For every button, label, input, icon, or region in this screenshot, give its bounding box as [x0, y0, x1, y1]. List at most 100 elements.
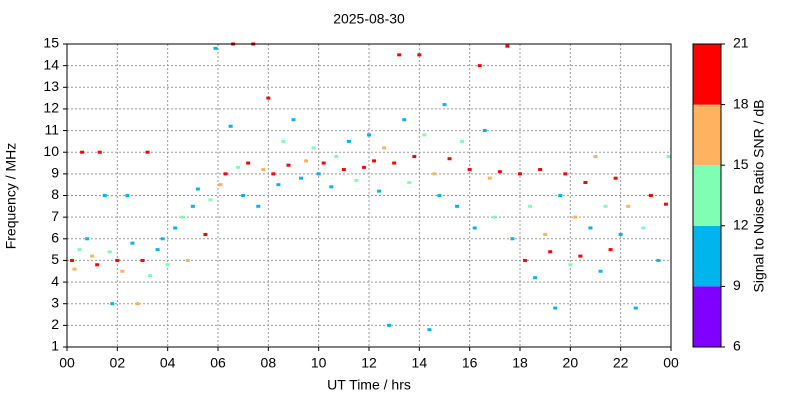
- data-point: [115, 258, 120, 262]
- data-point: [578, 254, 583, 258]
- data-point: [387, 323, 392, 327]
- data-point: [422, 133, 427, 137]
- data-point: [666, 155, 671, 159]
- data-point: [558, 194, 563, 197]
- data-point: [97, 150, 102, 154]
- data-point: [505, 44, 510, 48]
- x-axis-label: UT Time / hrs: [327, 377, 411, 393]
- data-point: [538, 168, 543, 172]
- data-point: [523, 258, 528, 262]
- data-point: [613, 176, 618, 180]
- data-point: [412, 155, 417, 159]
- y-tick-label: 3: [51, 294, 59, 310]
- x-tick-label: 22: [613, 355, 629, 371]
- data-point: [455, 204, 460, 208]
- x-tick-label: 12: [361, 355, 377, 371]
- data-point: [533, 276, 538, 280]
- y-tick-label: 4: [51, 273, 59, 289]
- y-tick-label: 1: [51, 338, 59, 354]
- data-point: [588, 226, 593, 230]
- y-tick-label: 10: [43, 143, 59, 159]
- data-point: [482, 129, 487, 133]
- y-axis-label: Frequency / MHz: [3, 143, 19, 250]
- data-point: [377, 189, 382, 193]
- colorbar-segment: [693, 225, 721, 287]
- data-point: [372, 159, 377, 163]
- x-tick-label: 20: [563, 355, 579, 371]
- data-point: [487, 176, 492, 180]
- y-tick-label: 9: [51, 165, 59, 181]
- data-point: [316, 172, 321, 176]
- data-point: [213, 46, 218, 50]
- data-point: [472, 226, 477, 230]
- data-point: [553, 306, 558, 310]
- data-point: [236, 165, 241, 169]
- x-tick-label: 16: [462, 355, 478, 371]
- data-point: [130, 241, 135, 245]
- data-point: [648, 194, 653, 197]
- data-point: [543, 232, 548, 236]
- colorbar-segment: [693, 104, 721, 166]
- data-point: [145, 150, 150, 154]
- data-point: [107, 250, 112, 254]
- data-point: [281, 139, 286, 143]
- data-point: [286, 163, 291, 167]
- colorbar-frame: [692, 43, 722, 348]
- data-point: [548, 250, 553, 254]
- data-point: [180, 215, 185, 219]
- data-point: [563, 172, 568, 176]
- data-point: [261, 168, 266, 172]
- data-point: [397, 53, 402, 57]
- data-point: [583, 181, 588, 185]
- data-point: [427, 328, 432, 332]
- data-point: [432, 172, 437, 176]
- x-tick-label: 18: [512, 355, 528, 371]
- data-point: [223, 172, 228, 176]
- data-point: [367, 133, 371, 137]
- data-point: [663, 202, 668, 206]
- data-point: [329, 185, 334, 189]
- colorbar-tick-label: 21: [733, 35, 749, 51]
- y-tick-label: 15: [43, 35, 59, 51]
- data-point: [85, 237, 90, 241]
- data-point: [618, 232, 623, 236]
- colorbar-label: Signal to Noise Ratio SNR / dB: [751, 100, 767, 293]
- y-tick-label: 11: [44, 121, 59, 137]
- colorbar-segment: [693, 165, 721, 226]
- data-point: [467, 168, 472, 172]
- data-point: [291, 118, 296, 122]
- colorbar-tick-label: 6: [733, 338, 741, 354]
- data-point: [382, 146, 387, 150]
- data-point: [72, 267, 77, 271]
- x-tick-label: 00: [59, 355, 75, 371]
- data-point: [608, 248, 613, 252]
- data-point: [266, 96, 271, 100]
- data-point: [135, 302, 140, 306]
- data-point: [477, 64, 482, 68]
- colorbar-segment: [693, 286, 721, 347]
- data-point: [140, 258, 145, 262]
- x-tick-label: 02: [110, 355, 126, 371]
- data-point: [276, 183, 281, 187]
- data-point: [528, 204, 533, 208]
- data-point: [510, 237, 515, 241]
- data-point: [633, 306, 638, 310]
- y-tick-label: 14: [43, 56, 59, 72]
- data-point: [442, 103, 447, 107]
- data-point: [120, 269, 125, 273]
- y-tick-label: 13: [43, 78, 59, 94]
- data-point: [173, 226, 178, 230]
- data-point: [641, 226, 646, 230]
- data-point: [417, 53, 422, 57]
- colorbar-tick-label: 12: [733, 217, 749, 233]
- colorbar-segment: [693, 44, 721, 105]
- data-point: [656, 258, 661, 262]
- data-point: [203, 232, 208, 236]
- data-point: [185, 258, 190, 262]
- data-point: [492, 215, 497, 219]
- data-point: [437, 194, 442, 197]
- data-point: [195, 187, 200, 191]
- data-point: [573, 215, 578, 219]
- x-tick-label: 06: [210, 355, 226, 371]
- data-point: [518, 172, 522, 176]
